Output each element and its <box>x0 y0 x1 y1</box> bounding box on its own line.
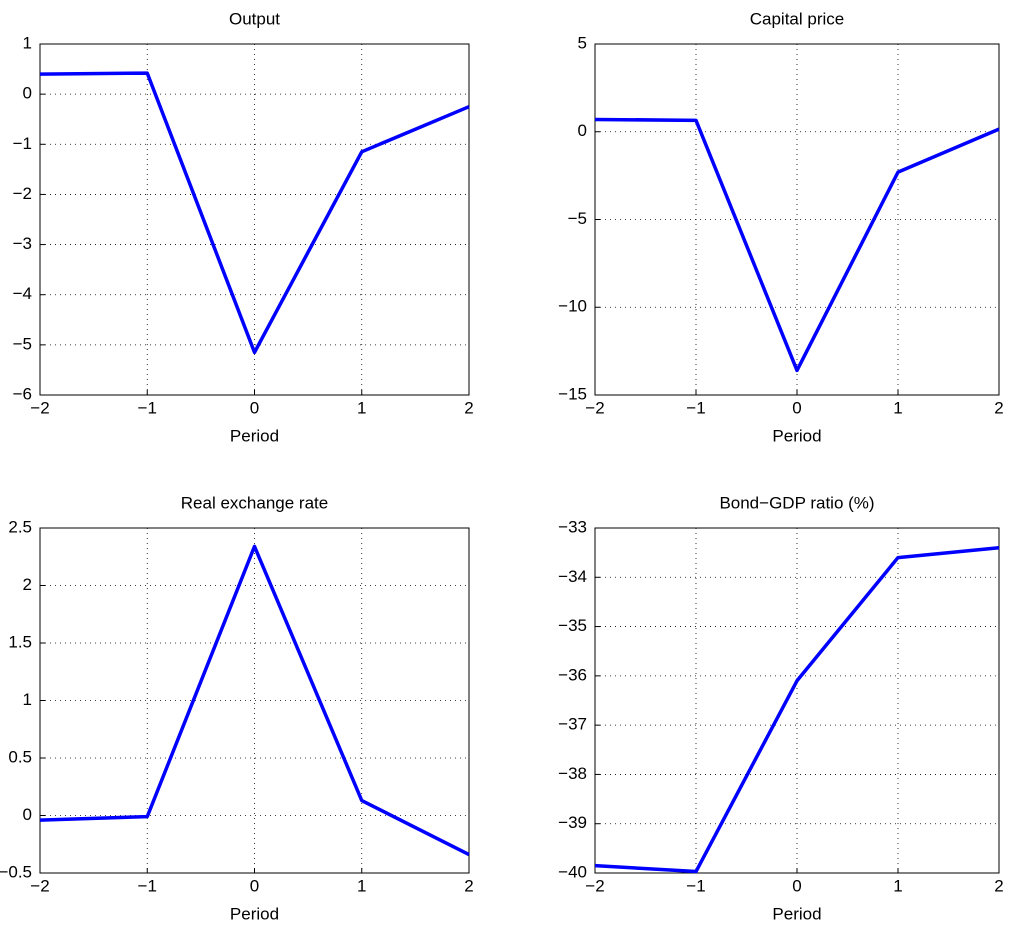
x-tick-label: 0 <box>250 398 259 417</box>
y-tick-label: −15 <box>558 384 587 403</box>
x-tick-label: −2 <box>585 876 604 895</box>
chart-title: Real exchange rate <box>181 493 328 512</box>
y-tick-label: −3 <box>13 234 32 253</box>
x-axis-label: Period <box>772 426 821 445</box>
x-tick-label: 2 <box>464 398 473 417</box>
chart-title: Output <box>229 9 280 28</box>
data-line <box>39 544 470 857</box>
chart-title: Capital price <box>750 9 845 28</box>
y-tick-label: 0.5 <box>8 747 32 766</box>
plot-area <box>39 527 470 874</box>
x-tick-label: −2 <box>585 398 604 417</box>
y-tick-label: −2 <box>13 184 32 203</box>
data-line <box>594 545 1000 874</box>
x-tick-label: 0 <box>792 398 801 417</box>
y-tick-label: 2.5 <box>8 517 32 536</box>
data-line <box>594 117 1000 373</box>
x-tick-label: 2 <box>994 876 1003 895</box>
y-tick-label: −5 <box>13 334 32 353</box>
x-tick-label: 1 <box>893 876 902 895</box>
x-axis-label: Period <box>230 426 279 445</box>
x-tick-label: 0 <box>250 876 259 895</box>
x-tick-label: 2 <box>464 876 473 895</box>
x-axis-label: Period <box>230 904 279 923</box>
y-tick-label: −1 <box>13 134 32 153</box>
x-tick-label: 0 <box>792 876 801 895</box>
data-line <box>39 71 470 355</box>
y-tick-label: 1.5 <box>8 632 32 651</box>
x-tick-label: 2 <box>994 398 1003 417</box>
y-tick-label: −33 <box>558 517 587 536</box>
x-tick-label: 1 <box>357 876 366 895</box>
y-tick-label: 1 <box>23 690 32 709</box>
y-tick-label: −10 <box>558 297 587 316</box>
y-tick-label: −0.5 <box>0 862 32 881</box>
y-tick-label: −37 <box>558 715 587 734</box>
y-tick-label: 0 <box>578 121 587 140</box>
x-axis-label: Period <box>772 904 821 923</box>
x-tick-label: −1 <box>138 876 157 895</box>
x-tick-label: −1 <box>686 876 705 895</box>
y-tick-label: 0 <box>23 84 32 103</box>
y-tick-label: 2 <box>23 575 32 594</box>
y-tick-label: −36 <box>558 665 587 684</box>
y-tick-label: 1 <box>23 33 32 52</box>
y-tick-label: −35 <box>558 616 587 635</box>
y-tick-label: −6 <box>13 384 32 403</box>
chart-title: Bond−GDP ratio (%) <box>719 493 874 512</box>
y-tick-label: −4 <box>13 284 32 303</box>
x-tick-label: −2 <box>30 876 49 895</box>
y-tick-label: 0 <box>23 805 32 824</box>
y-tick-label: −5 <box>568 209 587 228</box>
y-tick-label: −38 <box>558 764 587 783</box>
plot-area <box>594 527 1000 874</box>
y-tick-label: −40 <box>558 862 587 881</box>
x-tick-label: −2 <box>30 398 49 417</box>
x-tick-label: 1 <box>357 398 366 417</box>
y-tick-label: −39 <box>558 813 587 832</box>
x-tick-label: −1 <box>138 398 157 417</box>
y-tick-label: 5 <box>578 33 587 52</box>
x-tick-label: 1 <box>893 398 902 417</box>
y-tick-label: −34 <box>558 567 587 586</box>
x-tick-label: −1 <box>686 398 705 417</box>
